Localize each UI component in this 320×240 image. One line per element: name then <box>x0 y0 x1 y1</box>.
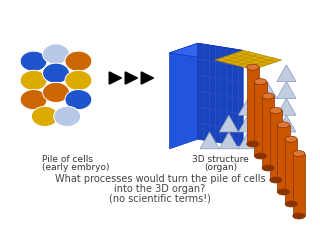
Polygon shape <box>258 132 277 149</box>
Bar <box>262 96 274 168</box>
Ellipse shape <box>247 141 259 147</box>
Circle shape <box>20 51 47 71</box>
Bar <box>247 67 259 144</box>
Circle shape <box>43 44 69 64</box>
Polygon shape <box>258 98 277 115</box>
Circle shape <box>31 106 58 126</box>
Text: Pile of cells: Pile of cells <box>42 155 92 164</box>
Ellipse shape <box>254 153 267 159</box>
Ellipse shape <box>293 213 305 219</box>
Polygon shape <box>238 115 258 132</box>
Ellipse shape <box>277 122 290 128</box>
Ellipse shape <box>277 189 290 195</box>
Bar <box>285 139 297 204</box>
Polygon shape <box>219 132 238 149</box>
Circle shape <box>43 82 69 102</box>
Polygon shape <box>170 43 198 149</box>
Text: What processes would turn the pile of cells: What processes would turn the pile of ce… <box>55 174 265 184</box>
Circle shape <box>65 90 92 110</box>
Text: into the 3D organ?: into the 3D organ? <box>114 184 206 194</box>
Text: (no scientific terms!): (no scientific terms!) <box>109 193 211 203</box>
Polygon shape <box>277 115 296 132</box>
Ellipse shape <box>262 93 274 99</box>
Circle shape <box>65 51 92 71</box>
Bar <box>293 154 305 216</box>
Polygon shape <box>200 132 219 149</box>
Polygon shape <box>170 43 243 60</box>
Text: (early embryo): (early embryo) <box>42 163 109 172</box>
Ellipse shape <box>262 165 274 171</box>
Ellipse shape <box>285 201 297 207</box>
Ellipse shape <box>285 136 297 142</box>
Circle shape <box>43 63 69 83</box>
Text: 3D structure: 3D structure <box>192 155 249 164</box>
Polygon shape <box>238 98 258 115</box>
Bar <box>254 82 267 156</box>
Polygon shape <box>277 132 296 149</box>
Ellipse shape <box>270 107 282 113</box>
Bar <box>270 110 282 180</box>
Polygon shape <box>258 82 277 98</box>
Circle shape <box>54 106 81 126</box>
Polygon shape <box>215 50 282 70</box>
Ellipse shape <box>270 177 282 183</box>
Polygon shape <box>277 98 296 115</box>
Bar <box>277 125 290 192</box>
Ellipse shape <box>247 64 259 70</box>
Ellipse shape <box>293 151 305 157</box>
Polygon shape <box>238 132 258 149</box>
Polygon shape <box>219 115 238 132</box>
Polygon shape <box>277 82 296 98</box>
Circle shape <box>65 70 92 90</box>
Circle shape <box>20 70 47 90</box>
Polygon shape <box>277 65 296 82</box>
Text: (organ): (organ) <box>204 163 237 172</box>
Circle shape <box>20 90 47 110</box>
Polygon shape <box>258 115 277 132</box>
Polygon shape <box>198 43 243 146</box>
Ellipse shape <box>254 79 267 85</box>
